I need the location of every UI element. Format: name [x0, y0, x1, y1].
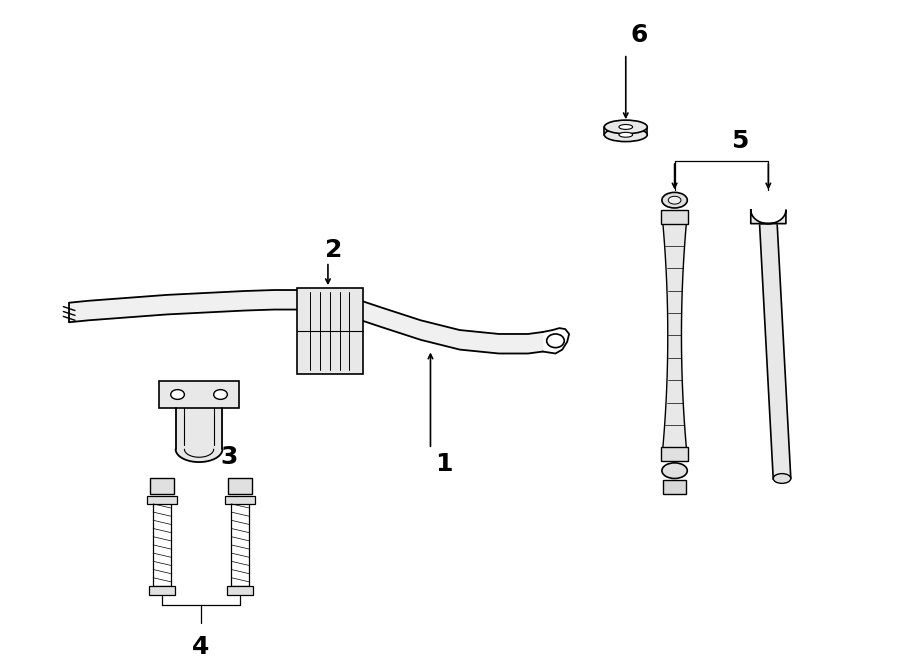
Polygon shape	[176, 408, 222, 462]
Text: 6: 6	[631, 23, 648, 47]
Text: 1: 1	[436, 452, 453, 476]
Text: 5: 5	[731, 130, 749, 153]
Ellipse shape	[619, 132, 633, 137]
Polygon shape	[751, 210, 786, 223]
Bar	[150, 479, 174, 494]
Ellipse shape	[662, 192, 688, 208]
Bar	[159, 381, 239, 408]
Text: 3: 3	[220, 445, 238, 469]
Bar	[225, 496, 256, 504]
Ellipse shape	[773, 473, 791, 483]
Bar	[147, 496, 177, 504]
Bar	[149, 586, 175, 595]
Bar	[227, 586, 253, 595]
Polygon shape	[760, 223, 791, 479]
Text: 2: 2	[325, 238, 342, 262]
Ellipse shape	[619, 124, 633, 130]
Ellipse shape	[213, 389, 228, 399]
Bar	[663, 481, 687, 494]
Ellipse shape	[604, 120, 647, 134]
Ellipse shape	[662, 463, 688, 479]
Ellipse shape	[668, 196, 681, 204]
Bar	[661, 447, 688, 461]
Text: 4: 4	[193, 635, 210, 659]
Bar	[661, 210, 688, 223]
Ellipse shape	[604, 128, 647, 141]
Polygon shape	[69, 290, 543, 354]
Bar	[229, 479, 252, 494]
Bar	[297, 288, 363, 374]
Ellipse shape	[171, 389, 184, 399]
